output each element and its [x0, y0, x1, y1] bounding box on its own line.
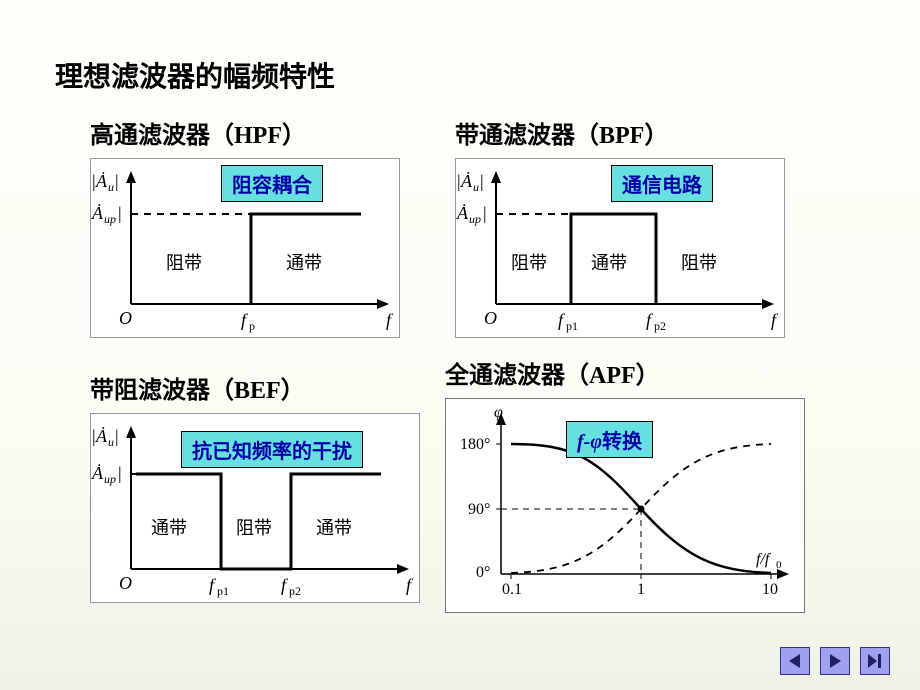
panel-apf: 全通滤波器（APF） φ 180° [445, 355, 805, 613]
svg-text:up: up [104, 212, 116, 226]
panel-apf-title: 全通滤波器（APF） [445, 355, 805, 390]
svg-text:|: | [115, 426, 119, 446]
svg-text:0.1: 0.1 [502, 581, 522, 598]
svg-text:f: f [281, 575, 289, 595]
svg-text:|: | [118, 203, 122, 223]
nav-last-button[interactable] [860, 647, 890, 675]
svg-text:f: f [558, 310, 566, 330]
svg-text:|: | [480, 171, 484, 191]
nav-next-button[interactable] [820, 647, 850, 675]
svg-text:up: up [469, 212, 481, 226]
svg-text:p: p [249, 319, 255, 333]
panel-bef-title: 带阻滤波器（BEF） [90, 370, 420, 405]
svg-text:|: | [483, 203, 487, 223]
apf-badge: f-φ转换 [566, 421, 653, 458]
svg-text:|: | [118, 463, 122, 483]
svg-text:|Ȧ: |Ȧ [91, 171, 108, 191]
bpf-badge: 通信电路 [611, 165, 713, 202]
bef-badge: 抗已知频率的干扰 [181, 431, 363, 468]
svg-text:180°: 180° [460, 436, 490, 453]
svg-text:|Ȧ: |Ȧ [456, 171, 473, 191]
nav-prev-button[interactable] [780, 647, 810, 675]
svg-text:通带: 通带 [286, 253, 322, 273]
main-title: 理想滤波器的幅频特性 [55, 55, 335, 95]
svg-text:0: 0 [776, 559, 782, 571]
hpf-chart: |Ȧu| |Ȧup| O fp f 阻带 通带 阻容耦合 [90, 158, 400, 338]
svg-text:通带: 通带 [316, 518, 352, 538]
svg-text:阻带: 阻带 [511, 253, 547, 273]
svg-text:f: f [241, 310, 249, 330]
svg-text:O: O [484, 308, 497, 328]
panel-bpf: 带通滤波器（BPF） |Ȧu| |Ȧup| O fp1 fp2 f 阻带 通带 … [455, 115, 785, 338]
panel-hpf-title: 高通滤波器（HPF） [90, 115, 400, 150]
svg-text:f/f: f/f [756, 551, 772, 568]
hpf-badge: 阻容耦合 [221, 165, 323, 202]
svg-text:f: f [386, 310, 394, 330]
svg-text:|Ȧ: |Ȧ [91, 463, 104, 483]
svg-text:1: 1 [637, 581, 645, 598]
svg-text:0°: 0° [476, 564, 490, 581]
svg-text:|: | [115, 171, 119, 191]
svg-text:10: 10 [762, 581, 778, 598]
svg-text:通带: 通带 [151, 518, 187, 538]
svg-text:O: O [119, 308, 132, 328]
svg-text:f: f [406, 575, 414, 595]
svg-text:90°: 90° [468, 501, 490, 518]
svg-text:p1: p1 [217, 584, 229, 598]
nav-icons [780, 647, 890, 675]
svg-text:f: f [646, 310, 654, 330]
bpf-chart: |Ȧu| |Ȧup| O fp1 fp2 f 阻带 通带 阻带 通信电路 [455, 158, 785, 338]
svg-text:up: up [104, 472, 116, 486]
svg-text:u: u [108, 180, 114, 194]
svg-text:O: O [119, 573, 132, 593]
svg-text:|Ȧ: |Ȧ [91, 426, 108, 446]
svg-text:f: f [771, 310, 779, 330]
panel-bef: 带阻滤波器（BEF） |Ȧu| |Ȧup| O fp1 fp2 f 通带 阻带 … [90, 370, 420, 603]
panel-bpf-title: 带通滤波器（BPF） [455, 115, 785, 150]
svg-text:f: f [209, 575, 217, 595]
svg-text:p1: p1 [566, 319, 578, 333]
svg-text:p2: p2 [654, 319, 666, 333]
svg-text:阻带: 阻带 [681, 253, 717, 273]
bef-chart: |Ȧu| |Ȧup| O fp1 fp2 f 通带 阻带 通带 抗已知频率的干扰 [90, 413, 420, 603]
panel-hpf: 高通滤波器（HPF） |Ȧu| |Ȧup| O fp f 阻带 通带 阻容耦合 [90, 115, 400, 338]
svg-text:阻带: 阻带 [166, 253, 202, 273]
svg-text:u: u [473, 180, 479, 194]
svg-text:|Ȧ: |Ȧ [456, 203, 469, 223]
svg-text:通带: 通带 [591, 253, 627, 273]
svg-text:p2: p2 [289, 584, 301, 598]
svg-text:φ: φ [494, 404, 503, 421]
apf-chart: φ 180° 90° 0° 0.1 1 10 f/f 0 f-φ转换 [445, 398, 805, 613]
svg-text:阻带: 阻带 [236, 518, 272, 538]
svg-text:u: u [108, 435, 114, 449]
svg-text:|Ȧ: |Ȧ [91, 203, 104, 223]
